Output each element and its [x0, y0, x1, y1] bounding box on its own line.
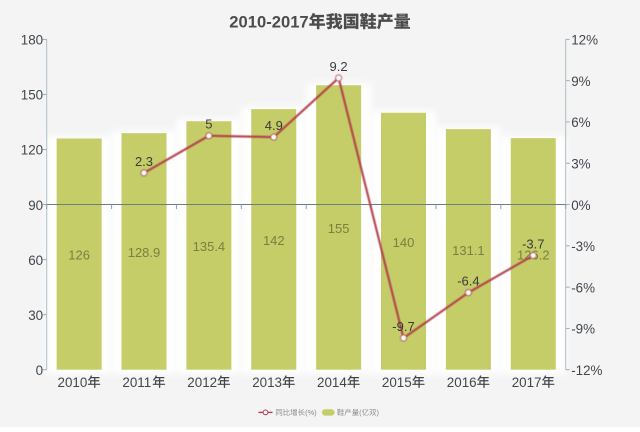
svg-text:2.3: 2.3 — [135, 154, 153, 169]
svg-text:9%: 9% — [571, 74, 590, 89]
svg-text:(: ( — [359, 408, 362, 417]
svg-text:150: 150 — [21, 88, 43, 103]
svg-text:-9%: -9% — [571, 322, 595, 337]
svg-text:-3%: -3% — [571, 239, 595, 254]
svg-text:4.9: 4.9 — [265, 118, 283, 133]
svg-text:-3.7: -3.7 — [522, 237, 544, 252]
svg-text:2013: 2013 — [252, 375, 282, 390]
svg-text:2016: 2016 — [447, 375, 477, 390]
svg-text:-6.4: -6.4 — [457, 274, 479, 289]
svg-text:142: 142 — [263, 233, 285, 248]
svg-text:0: 0 — [36, 363, 43, 378]
svg-text:5: 5 — [205, 117, 212, 132]
svg-text:12%: 12% — [571, 33, 598, 48]
svg-text:-9.7: -9.7 — [392, 319, 414, 334]
svg-text:3%: 3% — [571, 156, 590, 171]
svg-text:2010: 2010 — [58, 375, 88, 390]
svg-text:140: 140 — [393, 235, 415, 250]
svg-text:120: 120 — [21, 143, 43, 158]
svg-text:9.2: 9.2 — [330, 59, 348, 74]
svg-text:30: 30 — [28, 308, 43, 323]
svg-text:-12%: -12% — [571, 363, 602, 378]
svg-text:2011: 2011 — [122, 375, 151, 390]
svg-text:(%): (%) — [305, 408, 317, 417]
svg-text:): ) — [377, 408, 380, 417]
svg-text:2012: 2012 — [187, 375, 217, 390]
svg-text:155: 155 — [328, 221, 350, 236]
svg-text:2015: 2015 — [382, 375, 412, 390]
svg-text:135.4: 135.4 — [193, 239, 226, 254]
svg-text:2010-2017: 2010-2017 — [229, 13, 308, 32]
svg-text:2017: 2017 — [512, 375, 542, 390]
svg-text:60: 60 — [28, 253, 43, 268]
svg-text:90: 90 — [28, 198, 43, 213]
svg-text:180: 180 — [21, 33, 43, 48]
svg-text:2014: 2014 — [317, 375, 347, 390]
svg-text:131.1: 131.1 — [452, 243, 485, 258]
svg-text:6%: 6% — [571, 115, 590, 130]
svg-text:-6%: -6% — [571, 280, 595, 295]
svg-text:128.9: 128.9 — [128, 245, 161, 260]
svg-text:126: 126 — [68, 248, 90, 263]
svg-text:0%: 0% — [571, 198, 590, 213]
